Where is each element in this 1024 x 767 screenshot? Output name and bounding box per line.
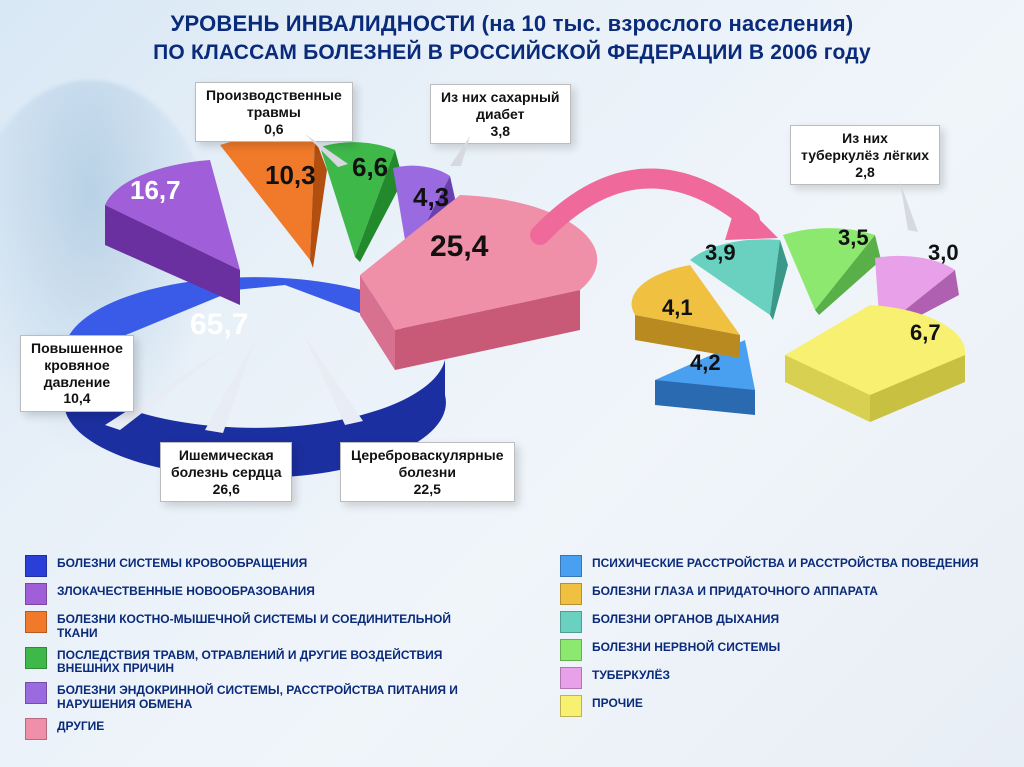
legend-text: БОЛЕЗНИ КОСТНО-МЫШЕЧНОЙ СИСТЕМЫ И СОЕДИН…	[57, 611, 485, 641]
legend-text: БОЛЕЗНИ ОРГАНОВ ДЫХАНИЯ	[592, 611, 779, 627]
legend-row: БОЛЕЗНИ ЭНДОКРИННОЙ СИСТЕМЫ, РАССТРОЙСТВ…	[25, 682, 485, 712]
callout-ischemic-l2: болезнь сердца	[171, 464, 281, 480]
pointer-tb	[890, 180, 930, 240]
callout-bp-l3: давление	[44, 374, 110, 390]
legend-row: БОЛЕЗНИ ГЛАЗА И ПРИДАТОЧНОГО АППАРАТА	[560, 583, 1000, 605]
legend-row: ДРУГИЕ	[25, 718, 485, 740]
swatch	[25, 718, 47, 740]
legend-text: БОЛЕЗНИ СИСТЕМЫ КРОВООБРАЩЕНИЯ	[57, 555, 307, 571]
val-blue: 65,7	[190, 308, 248, 342]
dval-gold: 4,1	[662, 295, 693, 321]
title-line-2: ПО КЛАССАМ БОЛЕЗНЕЙ В РОССИЙСКОЙ ФЕДЕРАЦ…	[153, 41, 871, 64]
callout-bp: Повышенное кровяное давление 10,4	[20, 335, 134, 412]
callout-cerebro: Цереброваскулярные болезни 22,5	[340, 442, 515, 502]
swatch	[25, 682, 47, 704]
swatch	[25, 583, 47, 605]
legend-row: БОЛЕЗНИ ОРГАНОВ ДЫХАНИЯ	[560, 611, 1000, 633]
legend-text: ТУБЕРКУЛЁЗ	[592, 667, 670, 683]
val-purple: 16,7	[130, 175, 181, 206]
swatch	[25, 611, 47, 633]
pointer-diabetes	[445, 134, 485, 174]
callout-bp-l1: Повышенное	[31, 340, 123, 356]
legend-row: БОЛЕЗНИ КОСТНО-МЫШЕЧНОЙ СИСТЕМЫ И СОЕДИН…	[25, 611, 485, 641]
callout-tb: Из них туберкулёз лёгких 2,8	[790, 125, 940, 185]
title-line-1: УРОВЕНЬ ИНВАЛИДНОСТИ (на 10 тыс. взросло…	[171, 11, 854, 36]
dval-violet: 3,0	[928, 240, 959, 266]
callout-trauma-l2: травмы	[247, 104, 301, 120]
legend-right: ПСИХИЧЕСКИЕ РАССТРОЙСТВА И РАССТРОЙСТВА …	[560, 555, 1000, 723]
swatch	[560, 667, 582, 689]
dval-lblue: 4,2	[690, 350, 721, 376]
val-lilac: 4,3	[413, 182, 449, 213]
swatch	[25, 555, 47, 577]
val-pink: 25,4	[430, 230, 488, 264]
callout-bp-num: 10,4	[31, 390, 123, 407]
dval-lime: 3,5	[838, 225, 869, 251]
legend-row: ПСИХИЧЕСКИЕ РАССТРОЙСТВА И РАССТРОЙСТВА …	[560, 555, 1000, 577]
callout-cerebro-l2: болезни	[399, 464, 456, 480]
detail-slice-yellow	[770, 300, 980, 430]
legend-text: ПРОЧИЕ	[592, 695, 643, 711]
legend-text: ПОСЛЕДСТВИЯ ТРАВМ, ОТРАВЛЕНИЙ И ДРУГИЕ В…	[57, 647, 485, 677]
callout-tb-l2: туберкулёз лёгких	[801, 147, 929, 163]
legend-text: БОЛЕЗНИ ЭНДОКРИННОЙ СИСТЕМЫ, РАССТРОЙСТВ…	[57, 682, 485, 712]
dval-teal: 3,9	[705, 240, 736, 266]
legend-row: БОЛЕЗНИ НЕРВНОЙ СИСТЕМЫ	[560, 639, 1000, 661]
swatch	[560, 555, 582, 577]
legend-text: БОЛЕЗНИ ГЛАЗА И ПРИДАТОЧНОГО АППАРАТА	[592, 583, 878, 599]
dval-yellow: 6,7	[910, 320, 941, 346]
callout-ischemic-num: 26,6	[171, 481, 281, 498]
callout-cerebro-num: 22,5	[351, 481, 504, 498]
swatch	[560, 695, 582, 717]
callout-diabetes-l2: диабет	[476, 106, 524, 122]
callout-ischemic-l1: Ишемическая	[179, 447, 274, 463]
swatch	[25, 647, 47, 669]
callout-diabetes-l1: Из них сахарный	[441, 89, 560, 105]
callout-tb-num: 2,8	[801, 164, 929, 181]
callout-ischemic: Ишемическая болезнь сердца 26,6	[160, 442, 292, 502]
swatch	[560, 611, 582, 633]
callout-tb-l1: Из них	[842, 130, 888, 146]
pointer-trauma	[300, 132, 360, 172]
page-title: УРОВЕНЬ ИНВАЛИДНОСТИ (на 10 тыс. взросло…	[20, 10, 1004, 66]
callout-bp-l2: кровяное	[44, 357, 110, 373]
legend-row: ПОСЛЕДСТВИЯ ТРАВМ, ОТРАВЛЕНИЙ И ДРУГИЕ В…	[25, 647, 485, 677]
swatch	[560, 639, 582, 661]
legend-row: ТУБЕРКУЛЁЗ	[560, 667, 1000, 689]
swatch	[560, 583, 582, 605]
legend-left: БОЛЕЗНИ СИСТЕМЫ КРОВООБРАЩЕНИЯ ЗЛОКАЧЕСТ…	[25, 555, 485, 746]
legend-row: БОЛЕЗНИ СИСТЕМЫ КРОВООБРАЩЕНИЯ	[25, 555, 485, 577]
legend-text: ЗЛОКАЧЕСТВЕННЫЕ НОВООБРАЗОВАНИЯ	[57, 583, 315, 599]
legend-text: ДРУГИЕ	[57, 718, 104, 734]
legend-row: ПРОЧИЕ	[560, 695, 1000, 717]
legend-row: ЗЛОКАЧЕСТВЕННЫЕ НОВООБРАЗОВАНИЯ	[25, 583, 485, 605]
chart-area: 16,7 10,3 6,6 4,3 25,4 65,7 3,9 3,5 3,0 …	[0, 70, 1024, 540]
legend-text: БОЛЕЗНИ НЕРВНОЙ СИСТЕМЫ	[592, 639, 780, 655]
legend-text: ПСИХИЧЕСКИЕ РАССТРОЙСТВА И РАССТРОЙСТВА …	[592, 555, 979, 571]
callout-cerebro-l1: Цереброваскулярные	[351, 447, 504, 463]
callout-trauma-l1: Производственные	[206, 87, 342, 103]
